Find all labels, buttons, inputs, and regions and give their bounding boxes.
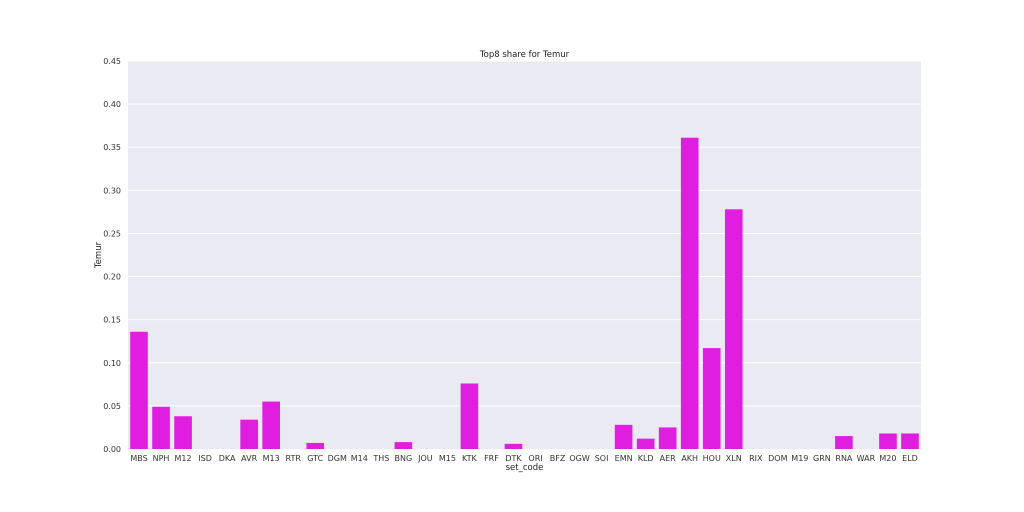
x-tick-label: ISD — [198, 454, 212, 463]
bar-akh — [680, 137, 699, 449]
y-tick-label: 0.45 — [103, 57, 121, 66]
plot-background — [128, 61, 921, 449]
x-tick-label: AVR — [241, 454, 257, 463]
x-tick-label: M12 — [175, 454, 192, 463]
bar-mbs — [130, 331, 148, 449]
x-tick-label: KLD — [638, 454, 654, 463]
bar-dtk — [504, 443, 523, 449]
chart-title: Top8 share for Temur — [479, 50, 570, 60]
bar-xln — [724, 209, 743, 449]
x-tick-label: FRF — [484, 454, 499, 463]
y-tick-label: 0.40 — [103, 100, 121, 109]
x-tick-label: DGM — [328, 454, 347, 463]
bar-nph — [152, 406, 170, 449]
x-tick-label: BFZ — [550, 454, 566, 463]
x-tick-label: JOU — [417, 454, 433, 463]
x-tick-label: M15 — [439, 454, 456, 463]
y-tick-label: 0.00 — [103, 445, 121, 454]
x-tick-label: M14 — [351, 454, 368, 463]
bar-bng — [394, 442, 413, 449]
x-tick-label: KTK — [462, 454, 478, 463]
x-tick-label: M19 — [791, 454, 808, 463]
bar-ktk — [460, 383, 479, 449]
x-tick-label: WAR — [857, 454, 876, 463]
bar-m12 — [174, 416, 192, 449]
x-tick-label: HOU — [703, 454, 721, 463]
x-tick-label: THS — [372, 454, 389, 463]
y-axis-label: Temur — [94, 241, 104, 269]
x-tick-label: EMN — [615, 454, 633, 463]
x-tick-label: M20 — [879, 454, 896, 463]
x-tick-label: SOI — [595, 454, 609, 463]
bar-rna — [835, 436, 853, 449]
x-tick-label: MBS — [130, 454, 147, 463]
bar-gtc — [306, 442, 325, 449]
x-tick-label: AER — [660, 454, 677, 463]
y-tick-label: 0.10 — [103, 359, 121, 368]
x-tick-label: BNG — [395, 454, 413, 463]
y-tick-label: 0.35 — [103, 143, 121, 152]
x-tick-label: RNA — [835, 454, 853, 463]
y-tick-label: 0.30 — [103, 186, 121, 195]
gridlines — [128, 60, 921, 407]
x-tick-label: RTR — [285, 454, 301, 463]
y-tick-label: 0.15 — [103, 316, 121, 325]
x-tick-label: RIX — [749, 454, 763, 463]
x-tick-label: DOM — [768, 454, 787, 463]
bar-avr — [240, 419, 258, 449]
x-tick-label: M13 — [263, 454, 280, 463]
x-tick-label: XLN — [726, 454, 742, 463]
bar-emn — [614, 424, 633, 449]
y-tick-label: 0.20 — [103, 273, 121, 282]
x-tick-label: DTK — [505, 454, 522, 463]
bar-kld — [636, 438, 655, 449]
x-tick-label: ELD — [902, 454, 918, 463]
bars — [130, 137, 919, 449]
bar-m20 — [879, 433, 897, 449]
x-tick-label: NPH — [153, 454, 170, 463]
x-tick-label: GRN — [813, 454, 831, 463]
x-tick-label: DKA — [219, 454, 236, 463]
bar-hou — [702, 348, 721, 449]
x-tick-label: AKH — [681, 454, 698, 463]
y-axis-ticks: 0.00 0.05 0.10 0.15 0.20 0.25 0.30 0.35 0.40 0.45 — [103, 57, 121, 454]
x-axis-ticks: MBS NPH M12 ISD DKA AVR M13 RTR GTC DGM M14 THS BNG J… — [130, 454, 917, 463]
x-tick-label: GTC — [307, 454, 323, 463]
x-axis-label: set_code — [506, 463, 544, 473]
y-tick-label: 0.25 — [103, 229, 121, 238]
bar-m13 — [262, 401, 280, 449]
bar-eld — [901, 433, 919, 449]
y-tick-label: 0.05 — [103, 402, 121, 411]
x-tick-label: ORI — [528, 454, 542, 463]
bar-aer — [658, 427, 677, 449]
x-tick-label: OGW — [569, 454, 589, 463]
